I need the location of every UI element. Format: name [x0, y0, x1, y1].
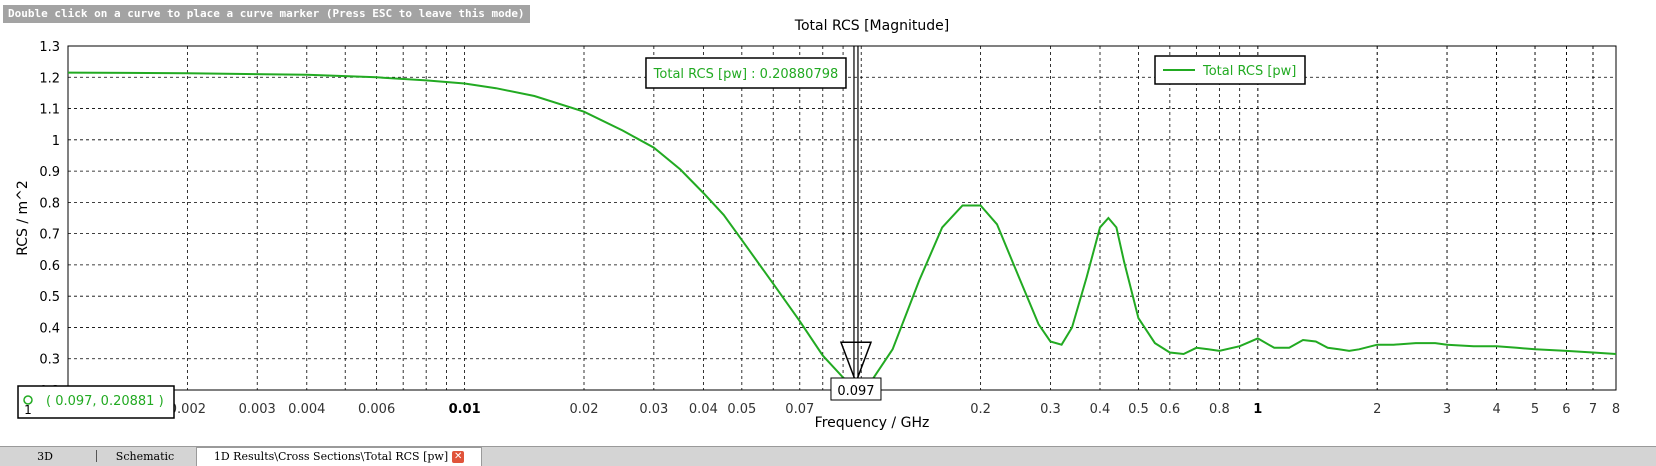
x-tick-label: 0.07 — [785, 402, 814, 417]
x-tick-label: 0.5 — [1128, 402, 1149, 417]
curve-marker-readout-box — [17, 385, 175, 419]
y-tick-label: 0.6 — [39, 259, 60, 274]
y-tick-label: 1.3 — [39, 40, 60, 55]
x-tick-label: 4 — [1492, 402, 1500, 417]
x-tick-label: 8 — [1612, 402, 1620, 417]
tab-bar: 3D Schematic 1D Results\Cross Sections\T… — [0, 446, 1656, 466]
marker-value-box — [645, 57, 847, 89]
curve-marker-id: 1 — [24, 403, 32, 417]
rcs-chart[interactable]: Total RCS [Magnitude] 0.2 0.3 0.4 0.5 0.6 0.7 0… — [0, 0, 1656, 446]
tab-rcs-results[interactable]: 1D Results\Cross Sections\Total RCS [pw]… — [196, 447, 482, 466]
marker-triangle-icon — [839, 341, 873, 385]
tab-schematic[interactable]: Schematic — [115, 450, 175, 463]
mode-hint-banner: Double click on a curve to place a curve… — [3, 5, 530, 23]
marker-value-label: Total RCS [pw] : 0.20880798 — [653, 67, 839, 82]
x-tick-label: 0.002 — [169, 402, 206, 417]
curve-marker-readout: ( 0.097, 0.20881 ) — [46, 394, 164, 409]
legend-label: Total RCS [pw] — [1202, 64, 1296, 79]
chart-title: Total RCS [Magnitude] — [794, 18, 949, 34]
x-tick-label: 0.05 — [727, 402, 756, 417]
y-tick-label: 1.1 — [39, 103, 60, 118]
curve-marker-icon — [23, 395, 33, 405]
y-tick-label: 0.4 — [39, 321, 60, 336]
y-tick-label: 0.8 — [39, 196, 60, 211]
x-tick-label: 5 — [1531, 402, 1539, 417]
marker-x-box — [830, 377, 882, 401]
x-tick-label: 7 — [1589, 402, 1597, 417]
y-axis-label: RCS / m^2 — [15, 180, 31, 256]
tab-3d[interactable]: 3D — [37, 450, 53, 463]
marker-x-label: 0.097 — [837, 384, 874, 399]
plot-area — [67, 45, 1617, 391]
x-tick-label: 0.003 — [239, 402, 276, 417]
tab-rcs-results-label: 1D Results\Cross Sections\Total RCS [pw] — [213, 450, 449, 463]
y-tick-label: 0.5 — [39, 290, 60, 305]
y-tick-label: 1 — [52, 134, 60, 149]
x-tick-label: 0.02 — [570, 402, 599, 417]
x-tick-label: 0.04 — [689, 402, 718, 417]
x-axis-label: Frequency / GHz — [815, 415, 930, 431]
x-tick-label: 0.004 — [288, 402, 325, 417]
x-tick-label: 0.6 — [1159, 402, 1180, 417]
y-tick-label: 0.7 — [39, 228, 60, 243]
x-tick-label: 0.4 — [1090, 402, 1111, 417]
y-tick-label: 0.9 — [39, 165, 60, 180]
x-tick-label: 0.03 — [639, 402, 668, 417]
close-icon[interactable]: ✕ — [452, 451, 465, 463]
y-tick-label: 1.2 — [39, 71, 60, 86]
x-tick-label: 6 — [1562, 402, 1570, 417]
x-tick-label: 0.8 — [1209, 402, 1230, 417]
x-tick-label: 0.2 — [970, 402, 991, 417]
x-tick-label: 1 — [1253, 402, 1262, 417]
x-tick-label: 0.006 — [358, 402, 395, 417]
x-tick-label: 0.01 — [449, 402, 481, 417]
y-tick-label: 0.3 — [39, 353, 60, 368]
x-tick-label: 2 — [1373, 402, 1381, 417]
x-tick-label: 0.3 — [1040, 402, 1061, 417]
series-line-total-rcs — [67, 71, 1617, 389]
x-tick-label: 3 — [1443, 402, 1451, 417]
tab-separator — [96, 450, 97, 462]
